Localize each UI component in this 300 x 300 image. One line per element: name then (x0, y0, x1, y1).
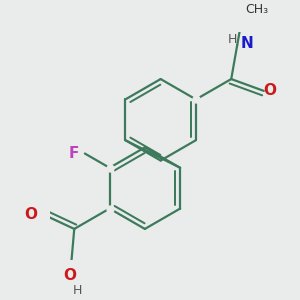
Text: N: N (240, 36, 253, 51)
Text: O: O (263, 83, 276, 98)
Text: O: O (63, 268, 76, 283)
Text: CH₃: CH₃ (245, 3, 268, 16)
Text: F: F (69, 146, 79, 161)
Text: H: H (228, 33, 237, 46)
Text: H: H (73, 284, 83, 297)
Text: O: O (24, 207, 37, 222)
